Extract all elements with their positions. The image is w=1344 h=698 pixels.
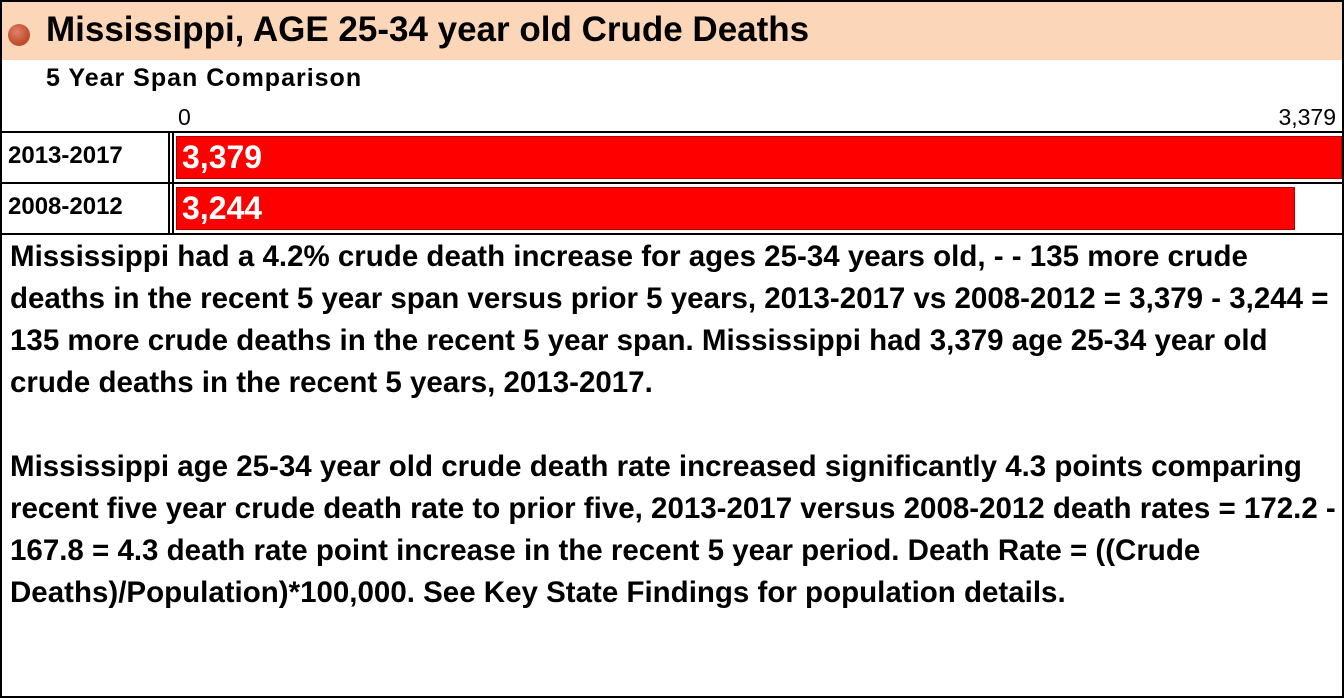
table-divider [2, 233, 1342, 235]
bullet-icon [8, 24, 30, 46]
bar-value-label-2013-2017: 3,379 [182, 139, 263, 175]
chart-title: Mississippi, AGE 25-34 year old Crude De… [46, 10, 810, 49]
bar-2008-2012: 3,244 [176, 187, 1296, 230]
summary-text: Mississippi had a 4.2% crude death incre… [10, 236, 1338, 614]
category-label-2013-2017: 2013-2017 [8, 142, 123, 169]
label-column-divider [168, 132, 170, 235]
axis-line-top [2, 131, 1342, 133]
bar-2013-2017: 3,379 [176, 136, 1342, 179]
chart-subtitle: 5 Year Span Comparison [46, 64, 363, 92]
category-label-2008-2012: 2008-2012 [8, 193, 123, 220]
summary-paragraph-crude-deaths: Mississippi had a 4.2% crude death incre… [10, 240, 1329, 399]
bar-value-label-2008-2012: 3,244 [182, 190, 263, 226]
row-divider [2, 182, 1342, 184]
title-bar: Mississippi, AGE 25-34 year old Crude De… [2, 2, 1342, 60]
x-tick-label-min: 0 [178, 104, 191, 130]
label-column-divider-inner [172, 132, 174, 235]
x-tick-label-max: 3,379 [1278, 104, 1336, 130]
summary-paragraph-death-rate: Mississippi age 25-34 year old crude dea… [10, 450, 1336, 609]
